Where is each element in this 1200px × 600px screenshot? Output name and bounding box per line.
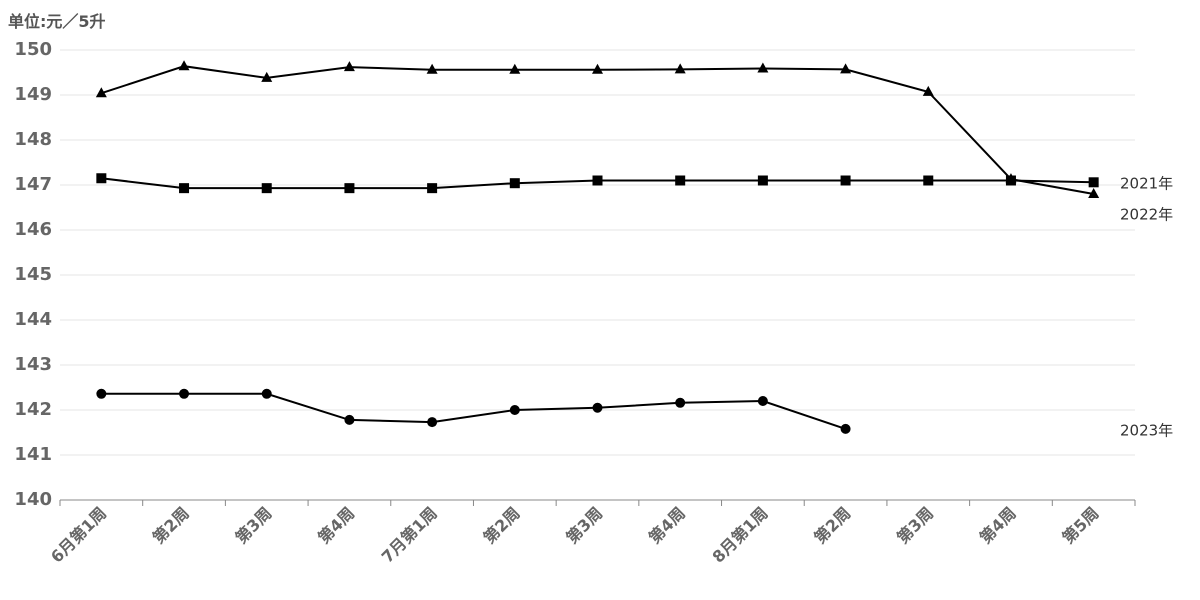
point (840, 423, 851, 434)
point (592, 402, 603, 413)
point (675, 175, 686, 186)
point (179, 388, 190, 399)
y-axis-label: 单位:元／5升 (8, 12, 106, 31)
x-tick-label: 第3周 (562, 503, 606, 547)
point (923, 175, 934, 186)
point (509, 178, 520, 189)
point (592, 175, 603, 186)
x-tick-label: 第4周 (645, 503, 689, 547)
point (840, 63, 852, 74)
point (179, 183, 190, 194)
point (343, 61, 355, 72)
x-tick-label: 第3周 (893, 503, 937, 547)
point (344, 414, 355, 425)
point (427, 417, 438, 428)
x-tick-label: 第2周 (149, 503, 193, 547)
point (261, 388, 272, 399)
x-tick-label: 8月第1周 (709, 503, 772, 566)
point (674, 63, 686, 74)
y-tick-label: 147 (14, 174, 52, 195)
point (509, 405, 520, 415)
point (757, 62, 769, 73)
series-label: 2023年 (1120, 422, 1173, 440)
x-tick-label: 第2周 (810, 503, 854, 547)
point (592, 63, 603, 74)
x-tick-label: 第3周 (232, 503, 276, 547)
series-label: 2021年 (1120, 175, 1173, 193)
y-tick-label: 150 (14, 39, 52, 60)
point (675, 397, 686, 408)
point (427, 183, 438, 194)
point (261, 71, 273, 82)
point (96, 388, 107, 399)
x-tick-label: 第4周 (976, 503, 1020, 547)
series-line (101, 392, 846, 430)
series-label: 2022年 (1120, 206, 1173, 224)
point (757, 175, 768, 186)
y-tick-label: 144 (14, 309, 52, 330)
point (1088, 177, 1099, 188)
y-tick-label: 140 (14, 489, 52, 510)
point (509, 63, 521, 74)
point (1088, 188, 1100, 198)
point (96, 173, 107, 184)
point (426, 63, 438, 74)
point (922, 85, 934, 96)
x-tick-label: 6月第1周 (47, 503, 110, 566)
point (1005, 173, 1017, 184)
y-tick-label: 148 (14, 129, 52, 150)
x-tick-label: 第4周 (314, 503, 358, 547)
y-tick-label: 145 (14, 264, 52, 285)
series-line (101, 65, 1094, 195)
y-tick-label: 143 (14, 354, 52, 375)
x-tick-label: 7月第1周 (378, 503, 441, 566)
y-tick-label: 149 (14, 84, 52, 105)
point (840, 175, 851, 186)
y-tick-label: 146 (14, 219, 52, 240)
y-tick-label: 141 (14, 444, 52, 465)
point (757, 396, 768, 406)
point (95, 87, 107, 98)
x-tick-label: 第2周 (480, 503, 524, 547)
point (178, 60, 190, 71)
point (261, 183, 272, 194)
point (344, 183, 355, 194)
y-tick-label: 142 (14, 399, 52, 420)
x-tick-label: 第5周 (1059, 503, 1103, 547)
